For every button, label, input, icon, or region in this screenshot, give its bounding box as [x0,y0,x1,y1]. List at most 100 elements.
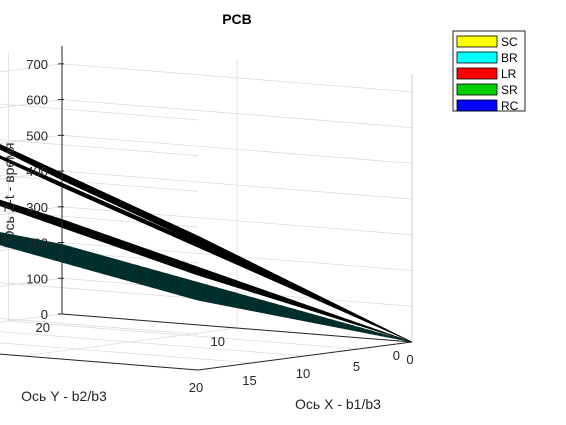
y-axis-label: Ось Y - b2/b3 [21,388,107,404]
mesh-line [0,237,282,317]
surface-sr [0,199,413,343]
grid-line [0,99,63,109]
legend-label-sr: SR [501,83,518,97]
mesh-line [0,145,160,226]
mesh-line [0,202,131,244]
mesh-line [0,158,63,188]
mesh-line [0,147,111,203]
mesh-line [0,205,199,276]
z-tick-label: 0 [41,307,48,322]
legend: SC BR LR SR RC [452,30,526,113]
mesh-line [0,146,140,217]
mesh-line [0,241,240,309]
x-tick-label: 20 [189,380,203,395]
y-axis-line [0,353,199,371]
mesh-line [0,236,111,259]
mesh-line [0,201,111,237]
axes-box-front [61,46,413,343]
mesh-line [0,237,288,318]
legend-swatch-sr [456,83,498,96]
grid-line [22,327,238,357]
mesh-line [0,233,82,250]
grid-line [0,170,63,180]
mesh-line [0,147,101,199]
mesh-line [0,232,63,245]
mesh-line [0,243,210,303]
z-tick-label: 300 [26,200,48,215]
mesh-line [0,241,234,308]
mesh-line [0,147,121,208]
mesh-line [0,148,92,194]
mesh-line [0,199,63,220]
mesh-line [0,200,72,223]
grid-line [0,318,199,335]
mesh-line [0,232,72,248]
mesh-line [0,240,246,310]
mesh-line [0,234,92,253]
z-tick-label: 600 [26,93,48,108]
mesh-line [0,238,140,267]
grid-line [0,277,63,287]
grid-line [0,175,199,192]
chart-title: PCB [222,11,252,27]
mesh-line [0,200,92,230]
z-tick-label: 700 [26,57,48,72]
mesh-line [0,202,140,247]
mesh-line [0,243,216,305]
grid-line [0,313,63,323]
mesh-line [0,240,160,272]
z-axis-label: Ось Z-t - время [1,143,17,242]
mesh-line [0,242,228,307]
z-tick-label: 400 [26,164,48,179]
mesh-line [0,200,82,227]
mesh-line [0,203,150,251]
mesh-line [0,202,121,240]
legend-label-lr: LR [501,67,517,81]
z-tick-label: 200 [26,236,48,251]
surfaces [0,144,413,343]
y-tick-label: 0 [393,348,400,363]
grid-line [0,103,199,121]
mesh-line [0,149,63,181]
legend-label-rc: RC [501,99,519,113]
grid-line [0,63,63,73]
mesh-line [0,146,150,221]
x-tick-label: 15 [242,373,256,388]
grid-line [0,282,199,299]
surface-br [0,232,413,343]
legend-swatch-rc [456,99,498,112]
mesh-line [0,242,222,306]
mesh-line [0,235,101,256]
mesh-line [0,240,252,311]
legend-swatch-sc [456,35,498,48]
surface-lr [0,144,413,343]
legend-swatch-lr [456,67,498,80]
grid-line [0,134,63,144]
mesh-line [0,239,150,269]
mesh-line [0,236,121,261]
mesh-line [0,148,82,190]
mesh-line [0,239,258,313]
mesh-line [0,237,131,264]
y-tick-label: 10 [211,334,225,349]
x-axis-label: Ось X - b1/b3 [295,396,381,412]
surface-sc [0,155,413,343]
mesh-line [0,238,270,315]
mesh-line [0,201,101,234]
grid-line [0,139,199,156]
mesh-line [0,144,199,237]
x-axis-line [197,341,413,371]
mesh-line [0,148,72,185]
x-tick-label: 5 [353,359,360,374]
mesh-line [0,244,199,301]
mesh-line [0,239,264,314]
mesh-line [0,155,199,244]
y-tick-label: 20 [36,320,50,335]
legend-swatch-br [456,51,498,64]
mesh-line [0,203,160,254]
mesh-line [0,146,131,212]
x-tick-label: 0 [406,352,413,367]
mesh-line [0,155,228,258]
